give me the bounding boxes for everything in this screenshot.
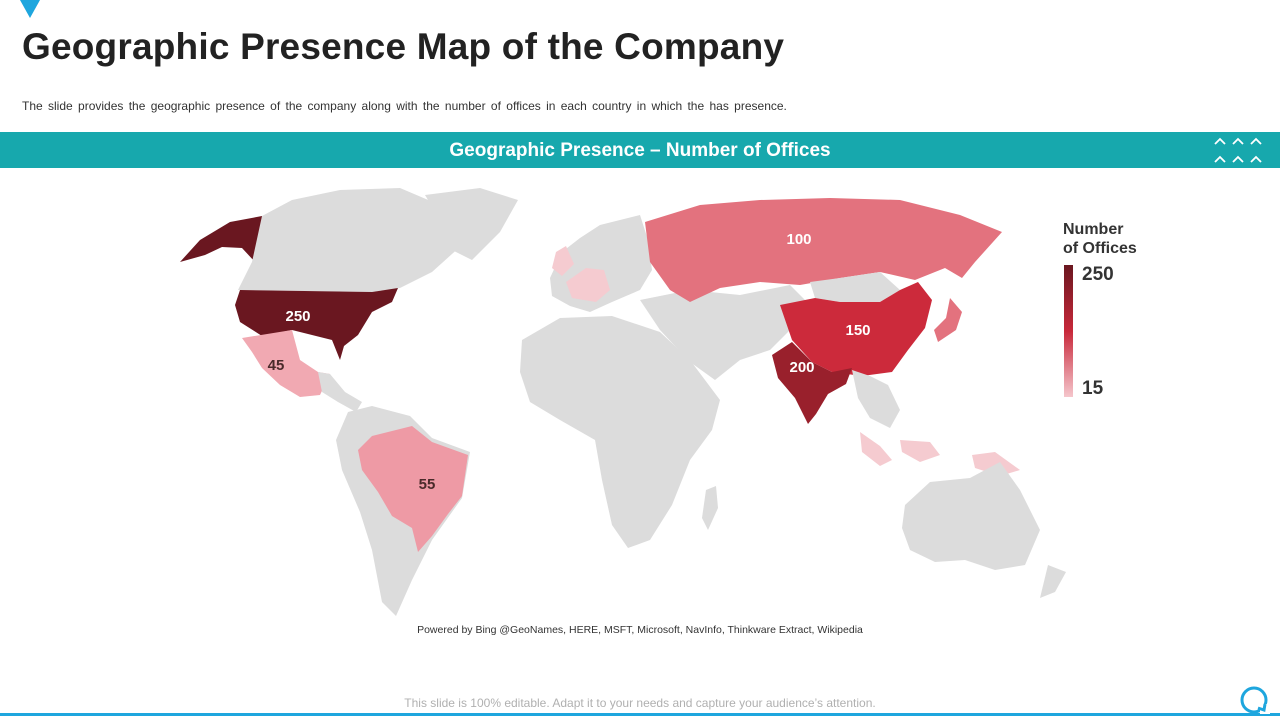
region-alaska [180,216,278,262]
map-header-band: Geographic Presence – Number of Offices [0,132,1280,168]
region-china [780,282,932,376]
map-header-title: Geographic Presence – Number of Offices [449,140,831,161]
legend-color-scale [1064,265,1073,397]
region-central-america [318,372,362,412]
region-middle-east [640,285,810,380]
country-label-brazil: 55 [419,476,436,493]
region-africa [520,316,720,548]
region-new-guinea [972,452,1020,476]
refresh-logo-icon [1240,686,1270,714]
region-india [772,342,852,424]
region-indonesia-east [900,440,940,462]
page-title: Geographic Presence Map of the Company [22,26,785,67]
region-se-asia [852,370,900,428]
region-uk [552,246,574,276]
legend-title: Number of Offices [1063,220,1183,258]
footer-divider [0,713,1280,716]
region-mexico [242,330,330,397]
country-label-mexico: 45 [268,357,285,374]
region-australia [902,462,1040,570]
country-label-india: 200 [789,359,814,376]
page-subtitle: The slide provides the geographic presen… [22,99,787,113]
region-indonesia [860,432,892,466]
footer-note: This slide is 100% editable. Adapt it to… [404,696,876,710]
region-france-area [566,268,610,302]
legend-title-line1: Number [1063,221,1124,238]
region-greenland [425,188,518,260]
legend-title-line2: of Offices [1063,240,1137,257]
region-madagascar [702,486,718,530]
region-japan [934,298,962,342]
country-label-russia: 100 [786,231,811,248]
region-canada [238,188,462,292]
region-mongolia [810,272,900,302]
legend-max-value: 250 [1082,264,1114,285]
chevrons-icon [1214,137,1262,163]
region-usa [235,288,398,360]
region-russia [645,198,1002,302]
map-attribution: Powered by Bing @GeoNames, HERE, MSFT, M… [417,624,863,636]
country-label-china: 150 [845,322,870,339]
corner-triangle-icon [20,0,40,18]
world-map: 250 45 55 100 150 200 [160,185,1120,625]
region-new-zealand [1040,565,1066,598]
region-brazil [358,426,468,552]
legend-min-value: 15 [1082,378,1104,399]
country-label-united-states: 250 [285,308,310,325]
